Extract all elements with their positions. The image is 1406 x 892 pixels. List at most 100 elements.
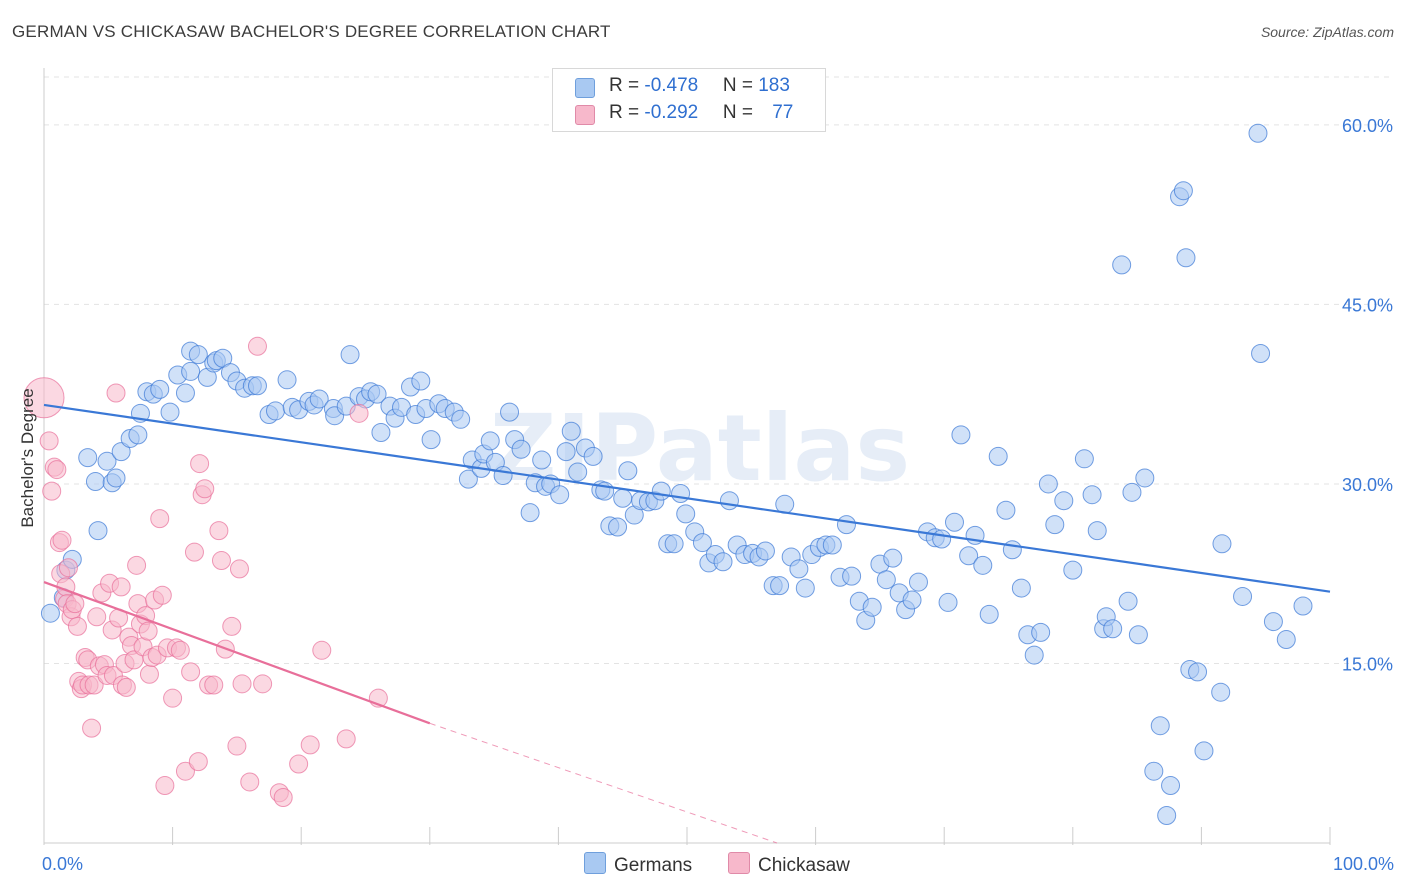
legend-n-value: 183: [758, 75, 790, 96]
chickasaw-point: [127, 555, 147, 575]
y-tick-label: 60.0%: [1342, 116, 1393, 136]
german-point: [719, 491, 739, 511]
chickasaw-point: [106, 383, 126, 403]
legend: R = -0.478 N = 183 R = -0.292 N = 77: [552, 68, 826, 132]
german-point: [842, 566, 862, 586]
german-point: [421, 430, 441, 450]
german-point: [340, 345, 360, 365]
german-point: [88, 521, 108, 541]
german-point: [883, 548, 903, 568]
grid-lines: [44, 76, 1394, 664]
german-point: [40, 603, 60, 623]
chickasaw-point: [204, 675, 224, 695]
chart-title: GERMAN VS CHICKASAW BACHELOR'S DEGREE CO…: [12, 22, 611, 41]
german-point: [583, 446, 603, 466]
german-point: [458, 469, 478, 489]
chickasaw-point: [229, 559, 249, 579]
german-point: [277, 370, 297, 390]
german-point: [85, 472, 105, 492]
chickasaw-point: [336, 729, 356, 749]
german-point: [550, 485, 570, 505]
german-point: [713, 552, 733, 572]
bottom-legend-swatch-germans: [584, 852, 606, 874]
german-point: [795, 578, 815, 598]
german-point: [561, 421, 581, 441]
german-point: [451, 409, 471, 429]
german-point: [511, 439, 531, 459]
chickasaw-point: [227, 736, 247, 756]
german-point: [651, 481, 671, 501]
chickasaw-point: [139, 664, 159, 684]
legend-n-label: N =: [722, 75, 759, 96]
chickasaw-point: [253, 674, 273, 694]
chickasaw-point: [82, 718, 102, 738]
legend-r-label: R =: [609, 75, 645, 96]
chickasaw-point: [211, 551, 231, 571]
german-point: [1112, 255, 1132, 275]
german-point: [411, 371, 431, 391]
german-point: [664, 534, 684, 554]
german-point: [951, 425, 971, 445]
german-point: [128, 425, 148, 445]
german-point: [1002, 540, 1022, 560]
source-label: Source: ZipAtlas.com: [1260, 24, 1394, 40]
german-point: [188, 345, 208, 365]
chickasaw-point: [111, 577, 131, 597]
chickasaw-point: [289, 754, 309, 774]
chickasaw-point: [87, 607, 107, 627]
german-point: [862, 597, 882, 617]
german-point: [1276, 630, 1296, 650]
german-point: [822, 535, 842, 555]
german-point: [500, 402, 520, 422]
chickasaw-point: [175, 761, 195, 781]
chickasaw-point: [65, 594, 85, 614]
german-point: [613, 488, 633, 508]
german-point: [755, 541, 775, 561]
german-point: [671, 484, 691, 504]
chickasaw-point: [116, 677, 136, 697]
german-point: [106, 468, 126, 488]
german-point: [770, 576, 790, 596]
german-point: [1211, 682, 1231, 702]
bottom-legend-swatch-chickasaw: [728, 852, 750, 874]
german-point: [150, 379, 170, 399]
german-trend-line: [43, 403, 1331, 593]
german-point: [520, 503, 540, 523]
german-point: [1251, 343, 1271, 363]
german-point: [988, 446, 1008, 466]
german-point: [1293, 596, 1313, 616]
german-point: [1011, 578, 1031, 598]
chickasaw-point: [232, 674, 252, 694]
german-point: [608, 517, 628, 537]
german-point: [1054, 491, 1074, 511]
legend-n-label: N =: [722, 102, 759, 123]
y-tick-label: 30.0%: [1342, 475, 1393, 495]
german-point: [247, 376, 267, 396]
chickasaw-point: [170, 640, 190, 660]
german-point: [175, 383, 195, 403]
chickasaw-point: [247, 336, 267, 356]
german-point: [1248, 123, 1268, 143]
german-point: [1074, 449, 1094, 469]
chickasaw-point: [190, 454, 210, 474]
legend-swatch-germans: [575, 78, 595, 98]
chickasaw-point: [47, 460, 67, 480]
chickasaw-point: [273, 788, 293, 808]
chickasaw-point: [150, 509, 170, 529]
chickasaw-point: [184, 542, 204, 562]
german-point: [1176, 248, 1196, 268]
chickasaw-point: [300, 735, 320, 755]
german-point: [789, 559, 809, 579]
chickasaw-point: [181, 662, 201, 682]
chickasaw-point: [349, 403, 369, 423]
german-point: [309, 389, 329, 409]
chickasaw-point: [39, 431, 59, 451]
data-points: [23, 123, 1313, 825]
german-point: [493, 466, 513, 486]
german-point: [979, 604, 999, 624]
german-point: [97, 451, 117, 471]
german-point: [676, 504, 696, 524]
chickasaw-point: [163, 688, 183, 708]
chickasaw-point: [188, 752, 208, 772]
